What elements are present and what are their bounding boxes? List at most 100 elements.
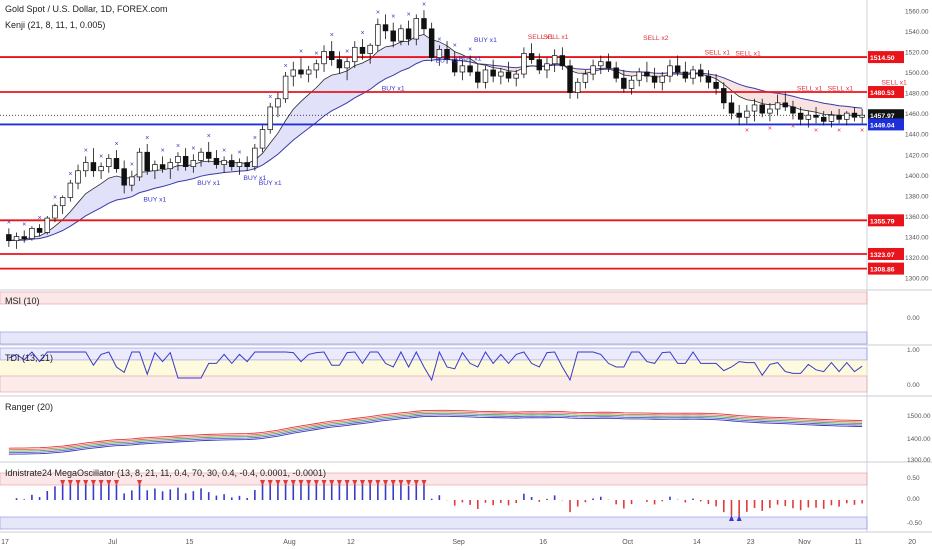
buy-marker: × bbox=[161, 147, 165, 154]
mega-top-signal bbox=[344, 480, 350, 486]
candle-body bbox=[628, 79, 635, 89]
candle-body bbox=[690, 69, 696, 79]
candle-body bbox=[252, 147, 258, 167]
mega-top-signal bbox=[83, 480, 89, 486]
price-level-label: 1480.53 bbox=[870, 90, 895, 97]
candle-body bbox=[490, 69, 496, 77]
ranger-band-line bbox=[8, 412, 863, 452]
buy-marker: × bbox=[237, 149, 241, 156]
mega-top-signal bbox=[313, 480, 319, 486]
candle-body bbox=[528, 53, 535, 61]
ranger-band-line bbox=[8, 414, 863, 454]
candle-body bbox=[482, 69, 489, 83]
candle-body bbox=[844, 112, 850, 120]
kenji-cloud-segment bbox=[800, 98, 809, 111]
kenji-cloud-segment bbox=[400, 41, 409, 72]
kenji-cloud-segment bbox=[101, 178, 109, 208]
time-axis-label: 20 bbox=[908, 539, 916, 546]
candle-body bbox=[651, 75, 658, 83]
buy-marker: × bbox=[360, 30, 364, 37]
buy-marker: × bbox=[284, 63, 288, 70]
price-tick-label: 1380.00 bbox=[905, 193, 929, 200]
candle-body bbox=[621, 77, 627, 89]
candle-body bbox=[398, 28, 404, 42]
sell-signal-label: SELL x1 bbox=[705, 50, 731, 57]
mega-top-signal bbox=[267, 480, 273, 486]
candle-body bbox=[390, 30, 396, 42]
ranger-band-line bbox=[8, 415, 863, 455]
price-tick-label: 1440.00 bbox=[905, 132, 929, 139]
kenji-cloud-segment bbox=[623, 70, 632, 77]
price-level-label: 1323.07 bbox=[870, 252, 895, 259]
price-tick-label: 1360.00 bbox=[905, 214, 929, 221]
buy-signal-label: BUY x1 bbox=[474, 37, 497, 44]
price-tick-label: 1500.00 bbox=[905, 70, 929, 77]
sell-signal-label: SELL x1 bbox=[828, 86, 854, 93]
mega-top-signal bbox=[321, 480, 327, 486]
mega-top-signal bbox=[329, 480, 335, 486]
candle-body bbox=[544, 63, 550, 71]
candle-body bbox=[259, 129, 266, 149]
kenji-cloud-segment bbox=[408, 36, 417, 69]
mega-top-signal bbox=[413, 480, 419, 486]
buy-marker: × bbox=[114, 141, 118, 148]
buy-marker: × bbox=[453, 42, 457, 49]
price-level-label: 1449.04 bbox=[870, 122, 895, 129]
kenji-cloud-segment bbox=[54, 219, 63, 234]
candle-body bbox=[344, 61, 350, 69]
candle-body bbox=[813, 114, 819, 118]
candle-body bbox=[321, 51, 327, 65]
mega-bottom-signal bbox=[728, 515, 734, 521]
buy-signal-label: BUY x1 bbox=[197, 180, 220, 187]
msi-upper-zone bbox=[0, 291, 868, 305]
mega-top-signal bbox=[298, 480, 304, 486]
candle-body bbox=[244, 162, 250, 167]
mega-axis-label: -0.50 bbox=[907, 520, 922, 527]
buy-signal-label: BUY x1 bbox=[243, 175, 266, 182]
candle-body bbox=[152, 164, 158, 172]
mega-top-signal bbox=[137, 480, 143, 486]
kenji-cloud-segment bbox=[85, 188, 94, 216]
buy-marker: × bbox=[437, 36, 441, 43]
mega-top-signal bbox=[336, 480, 342, 486]
candle-body bbox=[751, 104, 758, 112]
ranger-pane-title: Ranger (20) bbox=[5, 402, 54, 412]
kenji-cloud-segment bbox=[285, 109, 294, 148]
candle-body bbox=[444, 49, 450, 61]
mega-top-signal bbox=[383, 480, 389, 486]
candle-body bbox=[859, 114, 865, 118]
msi-pane-title: MSI (10) bbox=[5, 296, 40, 306]
sell-signal-label: SELL x2 bbox=[643, 35, 669, 42]
mega-top-signal bbox=[398, 480, 404, 486]
candle-body bbox=[820, 116, 827, 122]
price-tick-label: 1540.00 bbox=[905, 29, 929, 36]
candle-body bbox=[313, 63, 320, 71]
candle-body bbox=[744, 110, 750, 118]
price-level-label: 1514.50 bbox=[870, 55, 895, 62]
price-tick-label: 1480.00 bbox=[905, 91, 929, 98]
candle-body bbox=[36, 227, 43, 233]
buy-marker: × bbox=[268, 94, 272, 101]
buy-marker: × bbox=[130, 162, 134, 169]
mega-top-signal bbox=[406, 480, 412, 486]
candle-body bbox=[213, 158, 220, 165]
candle-body bbox=[644, 71, 650, 77]
kenji-cloud-segment bbox=[823, 103, 832, 115]
buy-marker: × bbox=[330, 32, 334, 39]
mega-top-signal bbox=[352, 480, 358, 486]
candle-body bbox=[459, 65, 466, 73]
candle-body bbox=[182, 155, 189, 167]
candle-body bbox=[144, 151, 150, 172]
tdi-pane-title: TDI (13, 21) bbox=[5, 353, 54, 363]
mega-top-signal bbox=[306, 480, 312, 486]
kenji-cloud-segment bbox=[577, 68, 586, 74]
symbol-title: Gold Spot / U.S. Dollar, 1D, FOREX.com bbox=[5, 4, 168, 14]
candle-body bbox=[436, 49, 443, 58]
sell-signal-label: SELL x1 bbox=[797, 86, 823, 93]
ranger-axis-label: 1500.00 bbox=[907, 413, 931, 420]
candle-body bbox=[44, 217, 51, 233]
candle-body bbox=[721, 88, 727, 104]
buy-marker: × bbox=[38, 215, 42, 222]
kenji-cloud-segment bbox=[354, 62, 363, 98]
